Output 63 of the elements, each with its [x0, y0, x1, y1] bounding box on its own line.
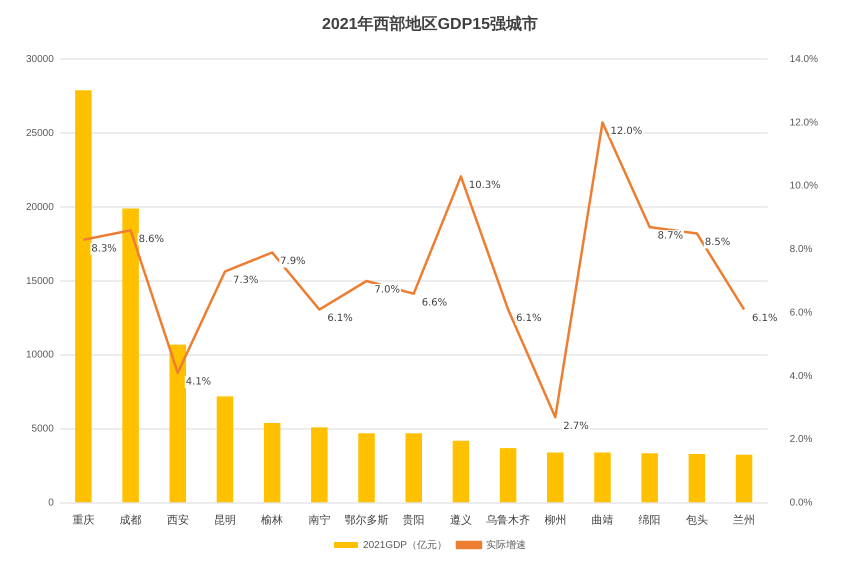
x-tick-label: 遵义 [450, 513, 472, 526]
y2-tick-label: 8.0% [790, 244, 813, 256]
bar [641, 453, 658, 502]
x-tick-label: 昆明 [214, 514, 236, 526]
x-tick-label: 榆林 [261, 513, 284, 526]
data-label: 6.6% [422, 297, 448, 308]
bar [264, 422, 280, 502]
y2-tick-label: 10.0% [790, 180, 818, 192]
data-label: 8.7% [658, 230, 684, 242]
legend-label: 2021GDP（亿元） [363, 540, 447, 551]
y2-tick-label: 2.0% [790, 434, 813, 446]
bar [547, 452, 564, 502]
bar [736, 454, 752, 502]
data-label: 7.3% [232, 275, 258, 286]
data-label: 8.3% [91, 243, 117, 254]
data-label: 6.1% [327, 313, 353, 324]
y-tick-label: 25000 [26, 128, 54, 139]
bar [688, 454, 706, 502]
y2-tick-label: 14.0% [790, 54, 818, 65]
x-tick-label: 兰州 [733, 513, 756, 526]
y-tick-label: 10000 [26, 350, 54, 361]
y2-tick-label: 0.0% [790, 498, 813, 509]
data-label: 6.1% [516, 313, 542, 324]
x-tick-label: 南宁 [308, 513, 330, 526]
x-tick-label: 西安 [166, 513, 189, 526]
y2-tick-label: 4.0% [790, 370, 813, 382]
x-tick-label: 包头 [686, 513, 708, 526]
bar [311, 427, 328, 502]
x-tick-label: 贵阳 [402, 513, 425, 526]
y-tick-label: 15000 [26, 276, 54, 287]
data-label: 7.9% [280, 256, 306, 268]
bar [594, 452, 611, 502]
bar [75, 90, 92, 502]
y2-tick-label: 12.0% [790, 117, 818, 128]
x-tick-label: 鄂尔多斯 [344, 513, 389, 526]
data-label: 7.0% [374, 284, 400, 296]
data-label: 2.7% [563, 420, 589, 432]
x-tick-label: 重庆 [72, 513, 94, 526]
y-tick-label: 20000 [26, 202, 54, 213]
x-tick-label: 绵阳 [638, 514, 661, 526]
bar [170, 344, 186, 502]
x-tick-label: 柳州 [544, 513, 566, 526]
bar [122, 208, 139, 502]
y-tick-label: 0 [48, 498, 54, 509]
data-label: 4.1% [186, 376, 212, 388]
x-tick-label: 曲靖 [591, 513, 614, 526]
y-tick-label: 30000 [26, 54, 54, 65]
bar [216, 396, 234, 502]
x-tick-label: 乌鲁木齐 [486, 513, 530, 526]
data-label: 8.5% [704, 237, 730, 248]
legend-label: 实际增速 [486, 538, 526, 551]
chart-title: 2021年西部地区GDP15强城市 [322, 15, 538, 34]
data-label: 10.3% [468, 180, 501, 192]
bar [452, 440, 470, 502]
bar [405, 433, 422, 502]
bar [358, 433, 375, 502]
data-label: 6.1% [752, 313, 778, 324]
y2-tick-label: 6.0% [790, 307, 813, 318]
data-label: 12.0% [610, 126, 642, 138]
x-tick-label: 成都 [120, 513, 142, 526]
bar [500, 448, 516, 502]
y-tick-label: 5000 [32, 424, 54, 435]
data-label: 8.6% [138, 234, 164, 245]
